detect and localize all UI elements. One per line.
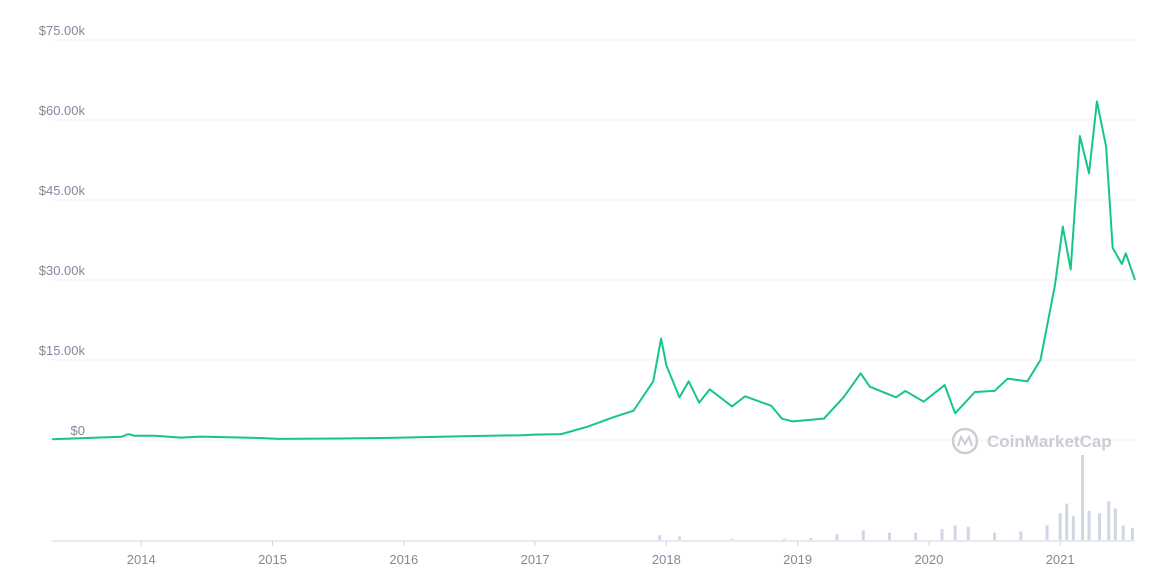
watermark-text: CoinMarketCap bbox=[987, 432, 1112, 451]
volume-bar bbox=[1071, 515, 1075, 540]
watermark-logo-mark bbox=[957, 434, 973, 447]
volume-bar bbox=[658, 535, 662, 540]
volume-bar bbox=[1121, 525, 1125, 540]
price-line bbox=[51, 100, 1136, 441]
x-tick-label: 2020 bbox=[914, 552, 943, 567]
volume-bar bbox=[966, 526, 970, 540]
y-tick-label: $15.00k bbox=[39, 343, 86, 358]
volume-bar bbox=[1098, 513, 1102, 540]
x-tick-label: 2014 bbox=[127, 552, 156, 567]
y-tick-label: $75.00k bbox=[39, 23, 86, 38]
x-tick-label: 2016 bbox=[389, 552, 418, 567]
volume-bar bbox=[1019, 531, 1023, 540]
watermark-logo bbox=[951, 427, 979, 455]
volume-bar bbox=[1087, 510, 1091, 540]
volume-bar bbox=[1107, 501, 1111, 540]
y-tick-label: $45.00k bbox=[39, 183, 86, 198]
volume-bar bbox=[1080, 455, 1084, 540]
volume-bar bbox=[993, 532, 997, 540]
volume-bar bbox=[940, 529, 944, 540]
volume-bar bbox=[730, 538, 734, 540]
volume-bar bbox=[1113, 508, 1117, 540]
volume-bar bbox=[783, 538, 787, 540]
y-tick-label: $0 bbox=[71, 423, 85, 438]
x-tick-label: 2019 bbox=[783, 552, 812, 567]
x-tick-label: 2017 bbox=[521, 552, 550, 567]
watermark: CoinMarketCap bbox=[951, 427, 1112, 455]
y-tick-label: $60.00k bbox=[39, 103, 86, 118]
volume-bar bbox=[677, 536, 681, 540]
volume-bar bbox=[888, 532, 892, 540]
volume-bar bbox=[953, 525, 957, 540]
x-tick-label: 2018 bbox=[652, 552, 681, 567]
x-tick-label: 2015 bbox=[258, 552, 287, 567]
volume-bar bbox=[1065, 503, 1069, 540]
x-tick-label: 2021 bbox=[1046, 552, 1075, 567]
volume-bar bbox=[835, 533, 839, 540]
volume-bar bbox=[1130, 527, 1134, 540]
y-tick-label: $30.00k bbox=[39, 263, 86, 278]
volume-bar bbox=[809, 538, 813, 540]
volume-bar bbox=[861, 530, 865, 540]
volume-bar bbox=[914, 532, 918, 540]
volume-bar bbox=[1045, 525, 1049, 540]
volume-bar bbox=[1058, 513, 1062, 540]
